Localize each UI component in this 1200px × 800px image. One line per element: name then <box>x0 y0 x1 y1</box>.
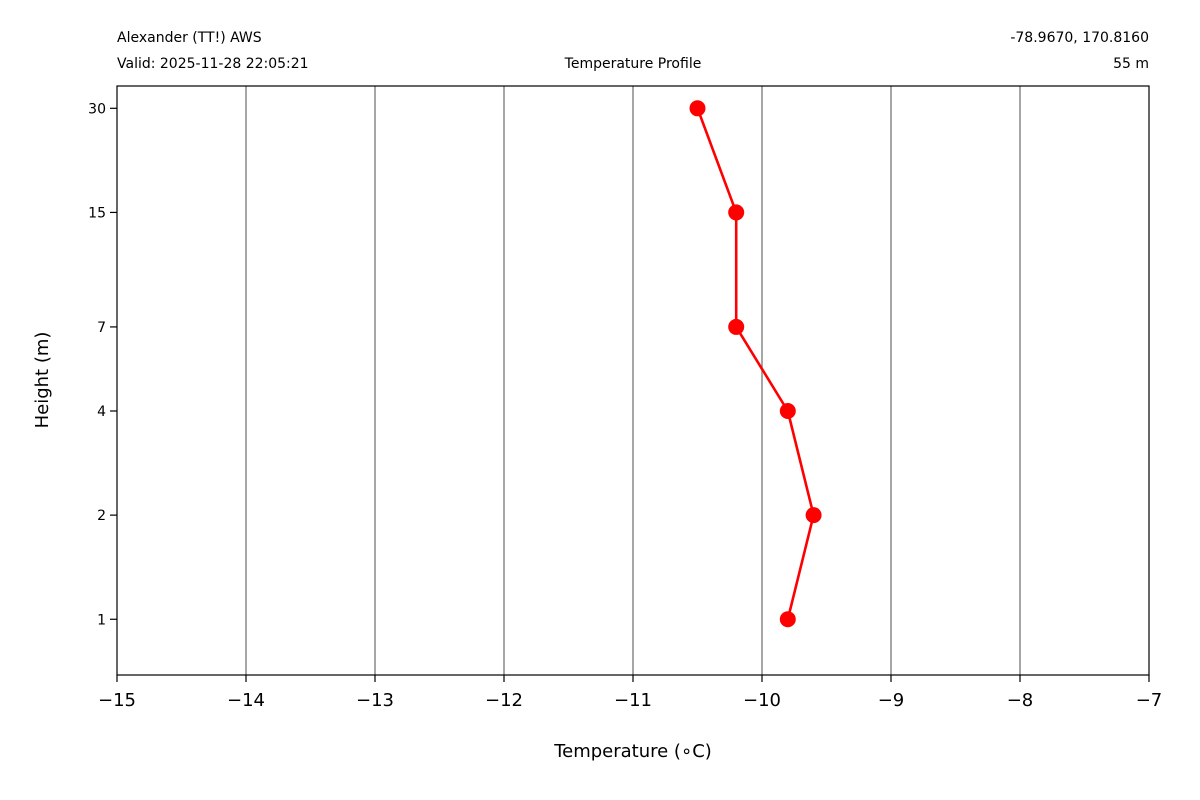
valid-time: Valid: 2025-11-28 22:05:21 <box>117 56 309 72</box>
plot-area-frame <box>116 85 1150 676</box>
x-tick-label: −9 <box>878 690 905 711</box>
x-axis-label: Temperature (∘C) <box>553 741 712 762</box>
y-axis-label: Height (m) <box>32 332 53 429</box>
y-tick-label: 2 <box>97 508 106 524</box>
profile-point <box>728 204 745 221</box>
axis-ticks: −15 −14 −13 −12 −11 −10 −9 −8 −7 1 2 4 7 15 30 <box>88 101 1162 711</box>
profile-point <box>779 611 796 628</box>
x-tick-label: −13 <box>356 690 394 711</box>
station-name: Alexander (TT!) AWS <box>117 30 262 46</box>
x-tick-label: −7 <box>1136 690 1163 711</box>
x-tick-label: −11 <box>614 690 652 711</box>
x-tick-label: −10 <box>743 690 781 711</box>
x-tick-label: −14 <box>227 690 265 711</box>
y-tick-label: 1 <box>97 612 106 628</box>
chart-title: Temperature Profile <box>564 56 702 72</box>
station-elevation: 55 m <box>1113 56 1149 72</box>
y-tick-label: 7 <box>97 320 106 336</box>
profile-point <box>728 318 745 335</box>
y-tick-label: 30 <box>88 101 106 117</box>
y-tick-label: 15 <box>88 205 106 221</box>
x-tick-label: −15 <box>98 690 136 711</box>
profile-point <box>779 402 796 419</box>
station-coordinates: -78.9670, 170.8160 <box>1010 30 1149 46</box>
y-tick-label: 4 <box>97 404 106 420</box>
profile-point <box>689 100 706 117</box>
profile-line <box>696 107 815 620</box>
grid-lines <box>245 86 1021 675</box>
data-series <box>689 100 822 628</box>
x-tick-label: −8 <box>1007 690 1034 711</box>
profile-point <box>805 507 822 524</box>
x-tick-label: −12 <box>485 690 523 711</box>
